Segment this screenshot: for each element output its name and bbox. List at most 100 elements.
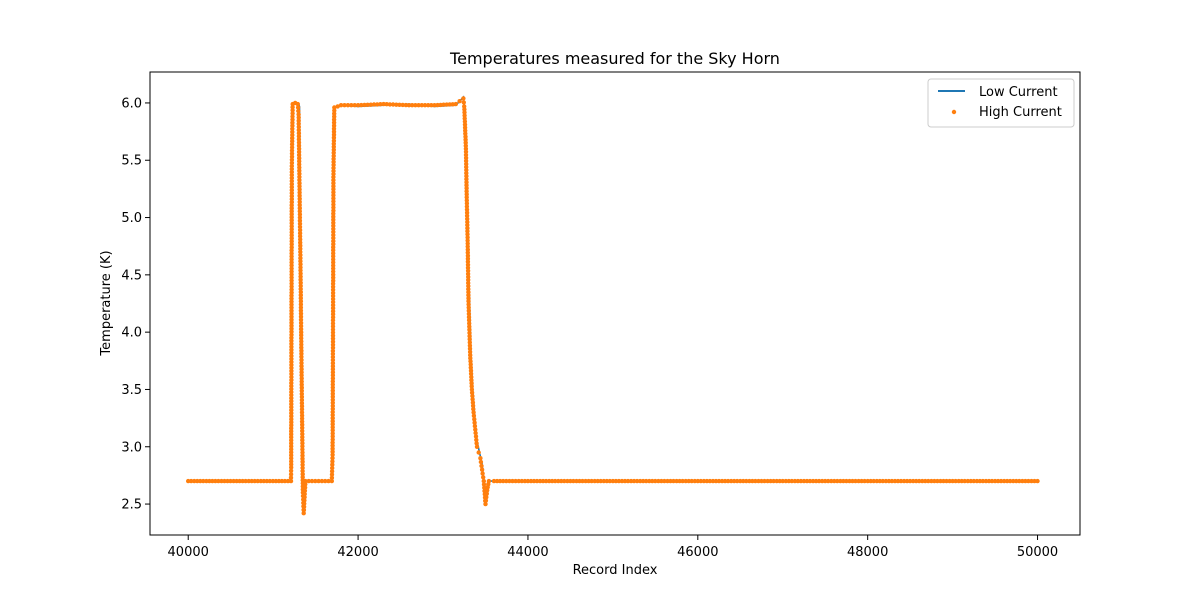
data-point <box>481 478 486 484</box>
data-point <box>330 455 335 461</box>
data-point <box>479 463 484 469</box>
data-point <box>289 181 294 187</box>
data-point <box>298 271 303 276</box>
data-point <box>289 417 294 422</box>
data-point <box>467 327 472 332</box>
data-point <box>355 103 361 108</box>
data-point <box>289 308 294 313</box>
data-point <box>298 252 303 258</box>
series-points-high-current <box>186 96 1040 516</box>
data-point <box>482 485 487 490</box>
data-point <box>255 478 260 484</box>
data-point <box>465 232 470 237</box>
data-point <box>469 390 475 395</box>
data-point <box>331 272 336 277</box>
data-point <box>189 478 194 484</box>
data-point <box>289 148 295 153</box>
data-point <box>298 274 303 279</box>
data-point <box>469 374 474 380</box>
data-point <box>525 478 531 484</box>
data-point <box>300 475 305 480</box>
data-point <box>330 296 336 302</box>
data-point <box>980 478 986 484</box>
data-point <box>501 478 506 484</box>
data-point <box>290 114 295 119</box>
data-point <box>289 287 294 292</box>
data-point <box>497 478 503 484</box>
data-point <box>345 103 351 108</box>
data-point <box>553 478 558 484</box>
x-tick-label: 48000 <box>847 545 888 560</box>
x-tick-label: 50000 <box>1017 545 1058 560</box>
data-point <box>288 472 294 477</box>
data-point <box>465 250 470 255</box>
data-point <box>479 467 485 472</box>
data-point <box>467 346 473 351</box>
x-tick-label: 40000 <box>168 545 209 560</box>
data-point <box>473 427 478 432</box>
data-point <box>332 111 337 116</box>
data-point <box>297 231 303 236</box>
data-point <box>330 302 336 308</box>
data-point <box>289 145 295 150</box>
data-point <box>290 135 295 141</box>
data-point <box>330 376 336 381</box>
y-tick-label: 3.5 <box>121 383 142 398</box>
data-point <box>296 115 301 120</box>
data-point <box>465 216 470 222</box>
data-point <box>289 438 294 443</box>
data-point <box>297 224 303 230</box>
data-point <box>365 102 370 108</box>
data-point <box>543 478 549 484</box>
data-point <box>298 259 303 264</box>
data-point <box>296 127 301 133</box>
data-point <box>898 478 904 484</box>
data-point <box>298 255 303 261</box>
data-point <box>478 456 483 461</box>
chart-title: Temperatures measured for the Sky Horn <box>449 49 780 68</box>
data-point <box>330 388 335 393</box>
data-point <box>466 318 472 323</box>
data-point <box>289 224 294 229</box>
data-point <box>481 482 487 487</box>
data-point <box>299 336 304 341</box>
data-point <box>300 447 305 452</box>
data-point <box>228 478 233 484</box>
data-point <box>289 154 295 159</box>
data-point <box>971 478 976 484</box>
data-point <box>299 363 304 369</box>
data-point <box>331 190 336 195</box>
data-point <box>297 162 302 167</box>
data-point <box>426 103 431 108</box>
data-point <box>330 327 336 332</box>
data-point <box>562 478 567 484</box>
data-point <box>362 102 367 108</box>
data-point <box>698 478 703 484</box>
data-point <box>330 360 336 366</box>
legend-swatch-high-current <box>951 109 957 115</box>
data-point <box>349 103 354 108</box>
data-point <box>289 245 294 250</box>
data-point <box>282 478 288 484</box>
data-point <box>331 257 336 262</box>
data-point <box>381 101 386 107</box>
data-point <box>299 382 304 387</box>
data-point <box>352 103 357 108</box>
data-point <box>300 453 305 458</box>
data-point <box>634 478 640 484</box>
data-point <box>406 103 412 108</box>
data-point <box>465 259 471 264</box>
data-point <box>298 243 303 248</box>
data-point <box>303 482 308 487</box>
data-point <box>1017 478 1022 484</box>
data-point <box>326 478 331 484</box>
data-point <box>313 478 318 484</box>
data-point <box>289 203 294 208</box>
data-point <box>299 376 304 381</box>
data-point <box>330 391 335 396</box>
data-point <box>298 326 304 332</box>
data-point <box>331 208 336 213</box>
data-point <box>297 184 302 189</box>
data-point <box>807 478 813 484</box>
data-point <box>297 181 302 186</box>
